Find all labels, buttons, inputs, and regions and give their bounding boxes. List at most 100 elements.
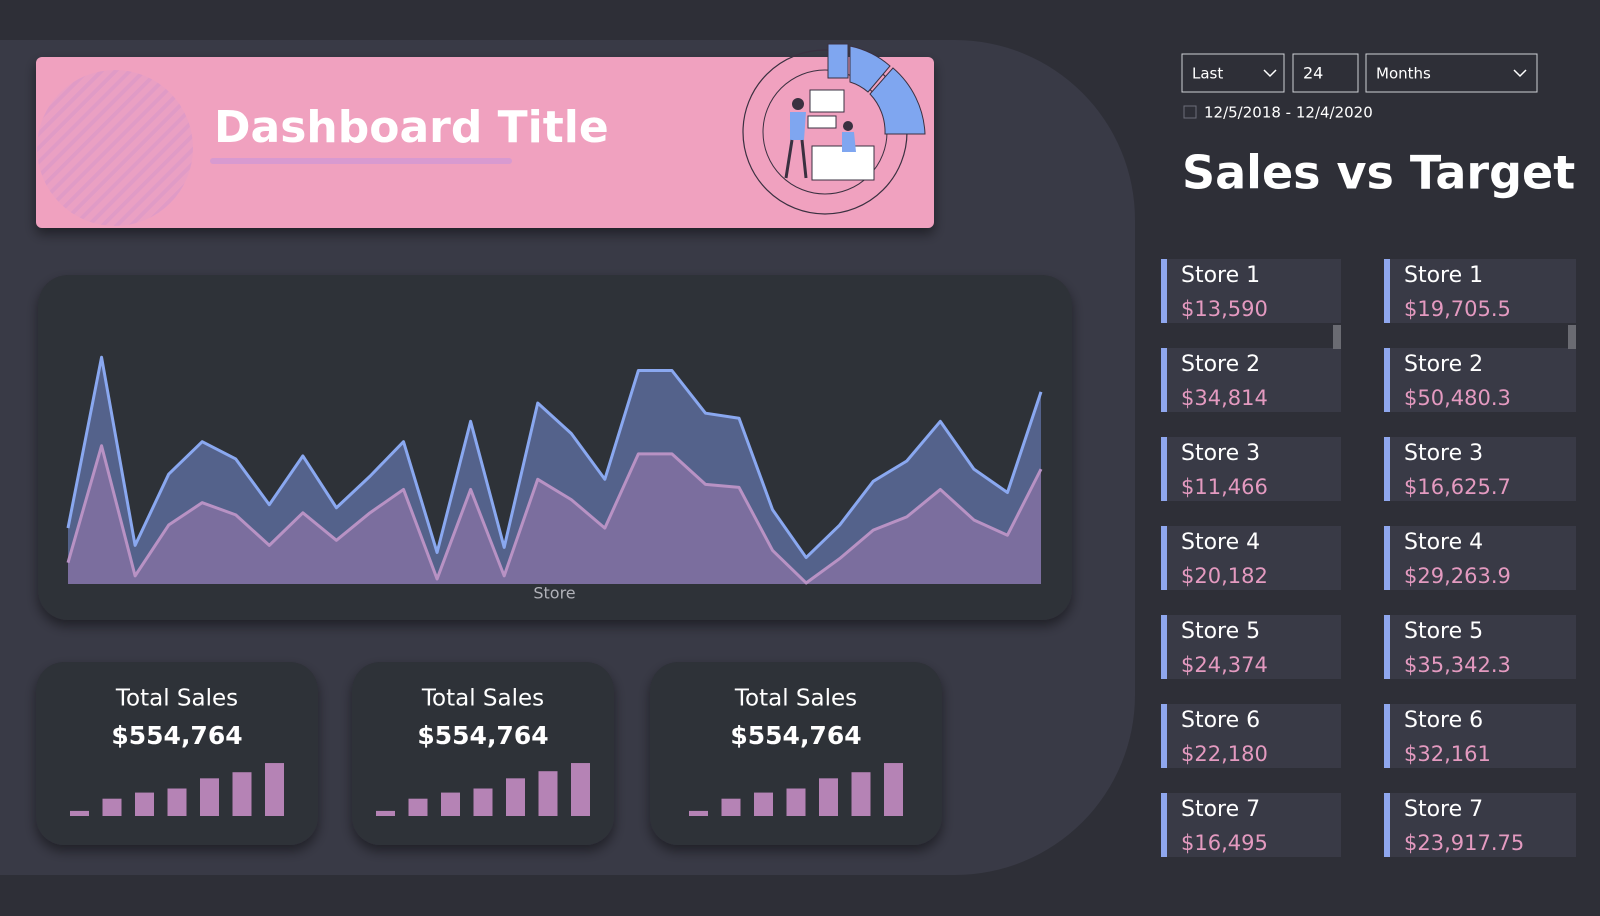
kpi-bar: [265, 763, 284, 816]
store-list: Store 1 $13,590 Store 2 $34,814 Store 3 $11,4…: [1161, 259, 1576, 857]
store-name: Store 5: [1404, 619, 1483, 644]
store-accent: [1384, 259, 1390, 323]
kpi-value: $554,764: [730, 721, 861, 750]
store-accent: [1161, 793, 1167, 857]
scrollbar[interactable]: [1568, 325, 1576, 349]
filter-count-box[interactable]: [1292, 53, 1359, 93]
kpi-bar: [689, 810, 708, 816]
store-tile: [1161, 526, 1341, 590]
store-name: Store 1: [1404, 263, 1483, 288]
kpi-bar: [786, 788, 806, 816]
store-name: Store 5: [1181, 619, 1260, 644]
store-tile: [1384, 259, 1576, 323]
kpi-bar: [571, 763, 590, 816]
x-axis-label: Store: [533, 584, 575, 603]
store-value: $24,374: [1181, 653, 1268, 677]
store-tile: [1384, 526, 1576, 590]
store-name: Store 4: [1404, 530, 1483, 555]
store-accent: [1161, 259, 1167, 323]
store-name: Store 7: [1181, 797, 1260, 822]
sales-title: Sales vs Target: [1182, 146, 1575, 200]
store-tile: [1384, 437, 1576, 501]
header-card: [36, 57, 934, 228]
dropdown-arrow[interactable]: [1263, 69, 1277, 78]
filter-count[interactable]: 24: [1303, 64, 1323, 83]
kpi-bar: [506, 778, 525, 816]
area-fill: [68, 445, 1041, 584]
store-value: $32,161: [1404, 742, 1491, 766]
store-value: $19,705.5: [1404, 297, 1511, 321]
store-accent: [1161, 615, 1167, 679]
dashboard-title: Dashboard Title: [214, 102, 609, 153]
area-line: [66, 355, 1043, 560]
store-name: Store 2: [1181, 352, 1260, 377]
kpi-value: $554,764: [417, 721, 548, 750]
area-line: [66, 444, 1043, 585]
kpi-bar: [441, 792, 460, 816]
kpi-bar: [376, 810, 395, 816]
kpi-label: Total Sales: [421, 686, 544, 712]
store-name: Store 3: [1404, 441, 1483, 466]
store-value: $23,917.75: [1404, 831, 1524, 855]
store-tile: [1161, 793, 1341, 857]
store-name: Store 7: [1404, 797, 1483, 822]
kpi-bar: [721, 798, 741, 816]
store-accent: [1384, 437, 1390, 501]
header-illustration: [742, 43, 926, 215]
kpi-bar: [851, 772, 871, 816]
store-value: $35,342.3: [1404, 653, 1511, 677]
store-accent: [1384, 526, 1390, 590]
kpi-bar: [167, 788, 187, 816]
store-accent: [1161, 704, 1167, 768]
calendar-icon: [1183, 105, 1197, 119]
filter-unit-box[interactable]: [1365, 53, 1538, 93]
kpi-bar: [819, 778, 838, 816]
store-tile: [1161, 704, 1341, 768]
kpi-bar: [102, 798, 122, 816]
store-value: $50,480.3: [1404, 386, 1511, 410]
store-accent: [1161, 348, 1167, 412]
store-name: Store 6: [1404, 708, 1483, 733]
store-tile: [1384, 793, 1576, 857]
kpi-bar: [473, 788, 493, 816]
kpi-bar: [408, 798, 428, 816]
store-value: $22,180: [1181, 742, 1268, 766]
scrollbar[interactable]: [1333, 325, 1341, 349]
kpi-label: Total Sales: [734, 686, 857, 712]
store-tile: [1384, 615, 1576, 679]
store-value: $20,182: [1181, 564, 1268, 588]
header-decoration: [37, 70, 193, 226]
filter-unit[interactable]: Months: [1376, 65, 1431, 83]
store-name: Store 3: [1181, 441, 1260, 466]
store-value: $13,590: [1181, 297, 1268, 321]
store-value: $29,263.9: [1404, 564, 1511, 588]
store-name: Store 6: [1181, 708, 1260, 733]
store-accent: [1161, 437, 1167, 501]
filter-mode-box[interactable]: [1181, 53, 1285, 93]
dropdown-arrow[interactable]: [1513, 69, 1527, 78]
store-value: $16,625.7: [1404, 475, 1511, 499]
store-accent: [1384, 704, 1390, 768]
kpi-bar: [538, 771, 558, 816]
kpi-bar: [884, 763, 903, 816]
store-tile: [1384, 348, 1576, 412]
store-name: Store 4: [1181, 530, 1260, 555]
store-name: Store 1: [1181, 263, 1260, 288]
store-tile: [1161, 437, 1341, 501]
store-value: $34,814: [1181, 386, 1268, 410]
store-value: $11,466: [1181, 475, 1268, 499]
kpi-bar: [135, 792, 154, 816]
filter-mode[interactable]: Last: [1192, 65, 1223, 83]
title-underline: [210, 158, 512, 164]
store-accent: [1384, 793, 1390, 857]
store-tile: [1161, 259, 1341, 323]
kpis: Total Sales $554,764 Total Sales $554,764 To…: [70, 686, 903, 816]
store-tile: [1384, 704, 1576, 768]
area-chart: Store: [66, 355, 1043, 603]
store-accent: [1161, 526, 1167, 590]
store-tile: [1161, 348, 1341, 412]
kpi-bar: [200, 778, 219, 816]
store-name: Store 2: [1404, 352, 1483, 377]
